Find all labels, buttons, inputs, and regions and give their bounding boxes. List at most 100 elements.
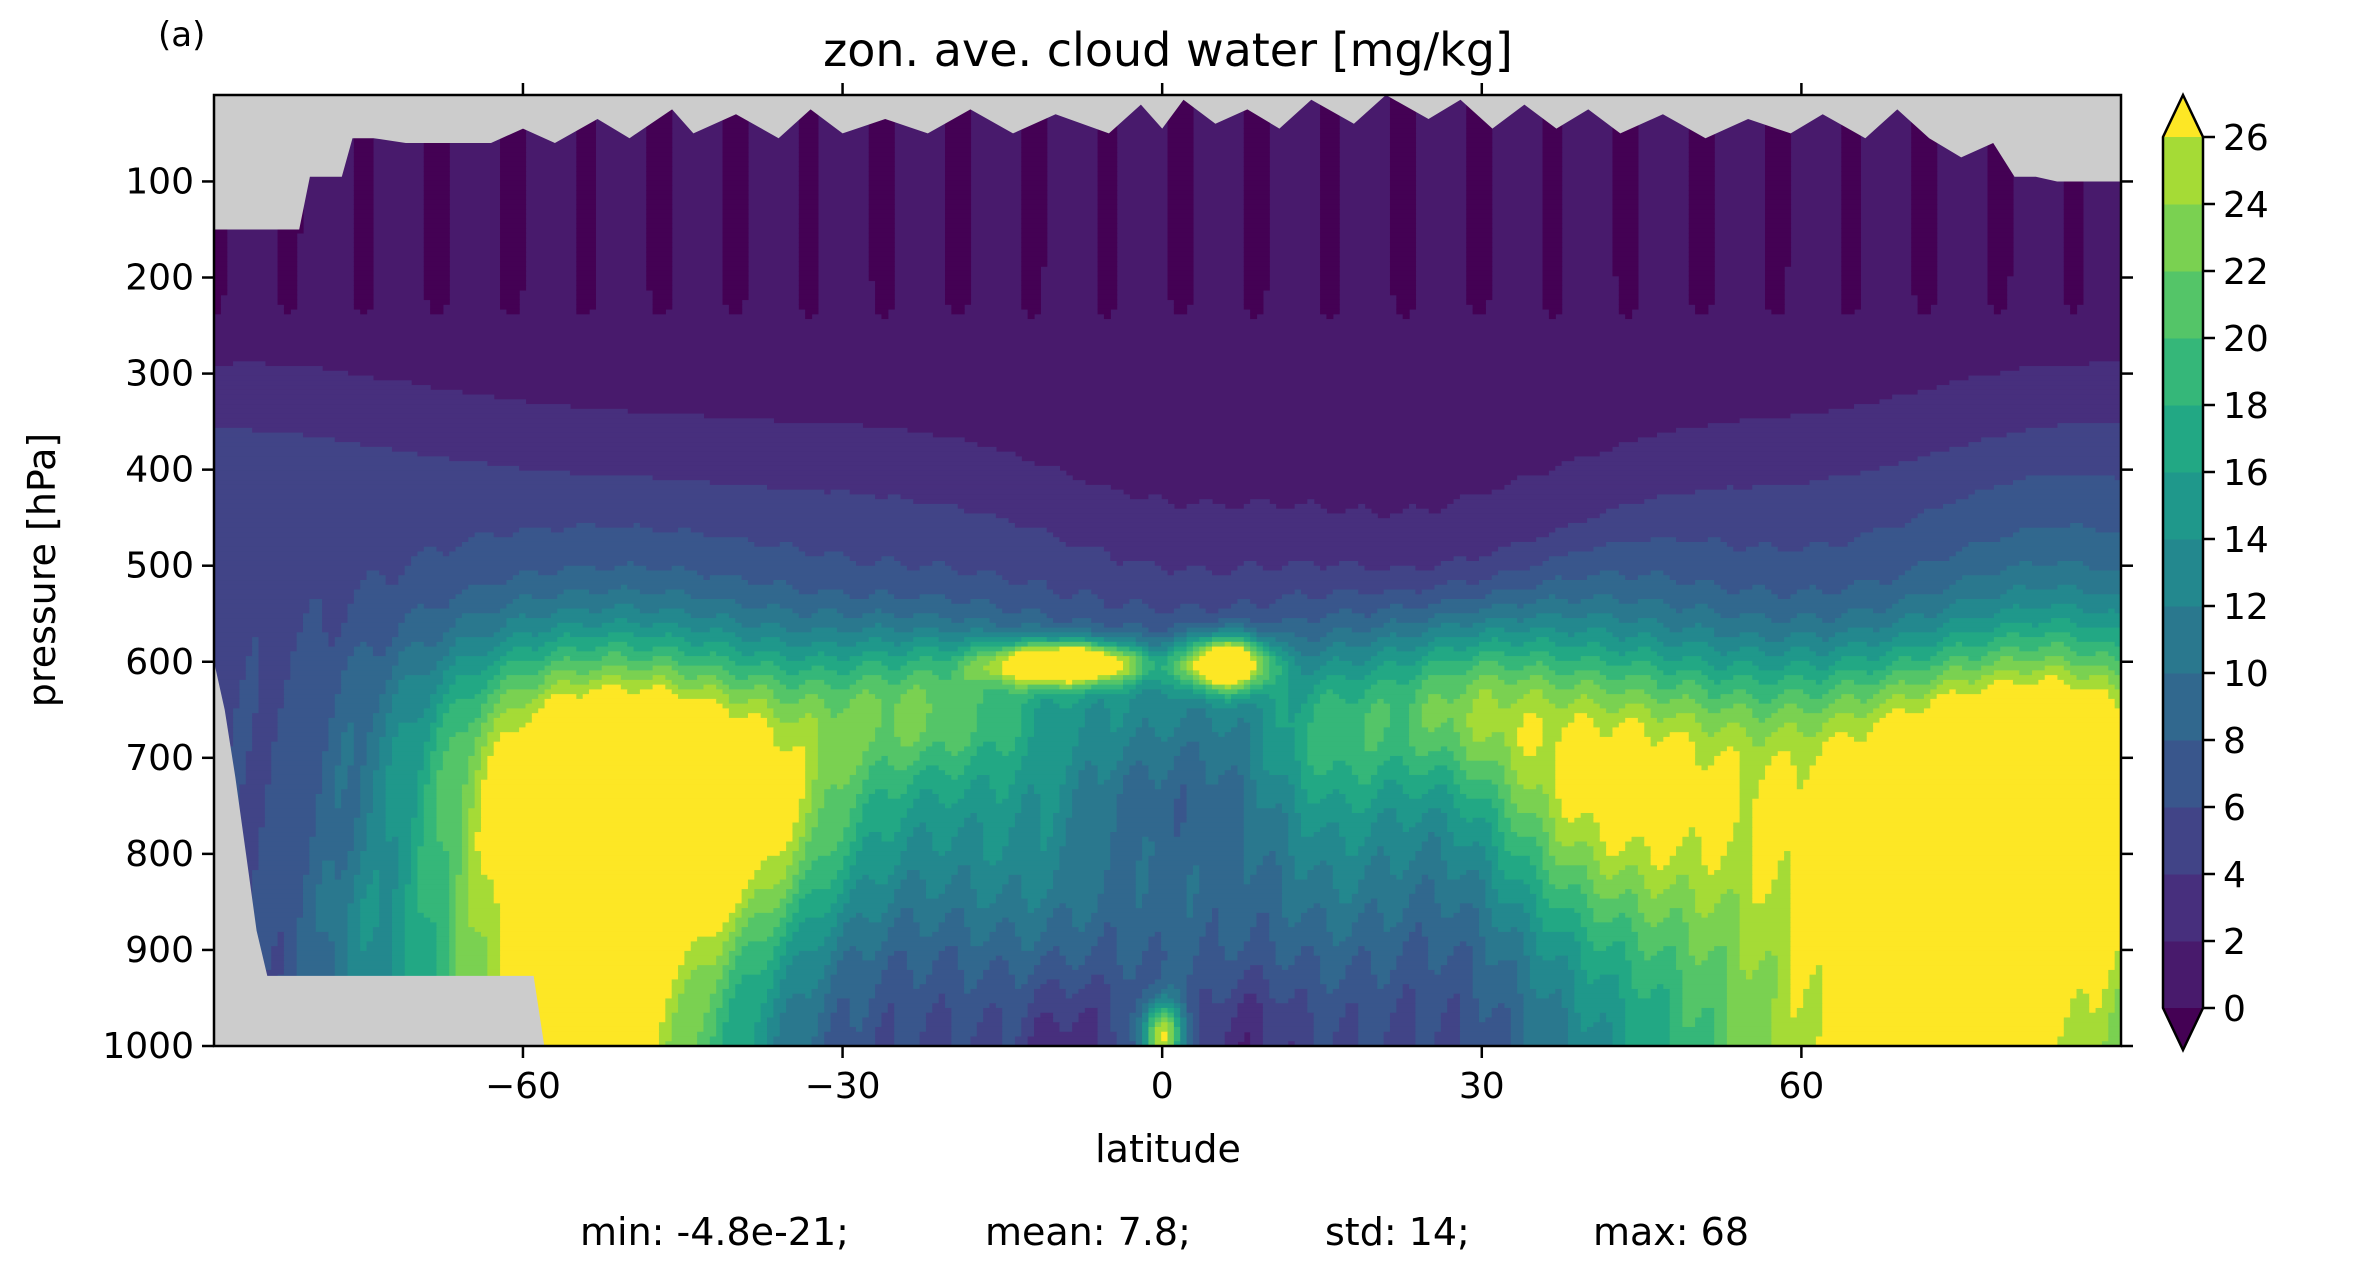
contour-cell [1307,793,1328,800]
contour-cell [1434,893,1486,900]
contour-cell [1021,717,1035,724]
contour-cell [862,874,870,881]
contour-cell [1599,727,1614,733]
contour-cell [391,675,406,681]
contour-cell [1021,180,1048,186]
contour-cell [1688,247,1715,253]
contour-cell [805,893,838,900]
contour-cell [1103,313,1111,320]
contour-cell [544,675,603,681]
contour-cell [798,865,813,871]
contour-cell [1021,646,1061,652]
contour-cell [353,204,374,210]
contour-cell [379,765,387,771]
contour-cell [1466,751,1512,757]
contour-cell [1307,741,1366,748]
contour-cell [1523,665,1550,671]
contour-cell [550,527,565,534]
contour-cell [1046,580,1448,586]
contour-cell [1739,613,1766,619]
contour-cell [252,427,908,434]
contour-cell [1504,870,1537,876]
contour-cell [1409,503,1417,510]
contour-cell [970,779,991,786]
contour-cell [1097,180,1118,186]
contour-cell [353,304,374,310]
contour-cell [951,774,959,781]
contour-cell [455,874,469,881]
contour-cell [951,846,984,852]
contour-cell [1968,541,2121,548]
contour-cell [347,656,399,662]
contour-cell [252,646,260,652]
contour-cell [1943,670,1995,676]
contour-cell [455,884,469,890]
contour-cell [468,817,482,824]
contour-cell [964,508,1328,515]
contour-cell [1815,632,1836,638]
contour-cell [214,594,355,600]
contour-cell [2032,622,2039,629]
contour-cell [830,884,844,890]
contour-cell [1555,765,1703,771]
contour-cell [1466,285,1493,291]
contour-cell [995,746,1016,752]
contour-cell [1021,152,1048,158]
contour-cell [557,637,685,643]
contour-cell [1466,746,1512,752]
contour-cell [1072,760,1086,767]
contour-cell [1281,665,1289,671]
contour-cell [722,256,749,263]
contour-cell [989,784,1010,790]
contour-cell [1415,565,1436,572]
contour-cell [372,713,387,719]
contour-cell [925,717,978,724]
contour-cell [1498,846,1506,852]
contour-cell [1103,779,1124,786]
contour-cell [309,836,355,843]
contour-cell [862,760,876,767]
contour-cell [531,594,558,600]
contour-cell [932,832,959,838]
contour-cell [1326,646,1385,652]
contour-cell [353,270,374,277]
contour-cell [1288,827,1302,833]
contour-cell [1046,893,1099,900]
contour-cell [1993,484,2121,491]
contour-cell [1103,703,1130,709]
contour-cell [1053,532,1550,538]
contour-cell [646,161,673,167]
contour-cell [214,299,221,305]
contour-cell [1548,851,1594,857]
contour-cell [1542,560,1919,567]
contour-cell [1612,874,1645,881]
contour-cell [493,689,507,695]
contour-cell [1021,190,1048,196]
contour-cell [1650,660,1709,667]
contour-cell [1841,275,1861,282]
contour-cell [1517,603,1525,610]
contour-cell [1491,827,1499,833]
contour-cell [1256,865,1283,871]
contour-cell [1822,637,1830,643]
contour-cell [2019,366,2121,372]
contour-cell [1733,822,1753,828]
contour-cell [1300,651,1321,657]
contour-cell [646,280,673,286]
contour-cell [1911,228,1938,234]
contour-cell [1555,703,1569,709]
contour-cell [798,128,819,134]
contour-cell [576,166,596,172]
contour-cell [1186,884,1200,890]
contour-cell [1548,470,1861,476]
contour-cell [1720,727,1747,733]
contour-cell [271,741,330,748]
contour-cell [423,256,450,263]
contour-cell [1008,874,1022,881]
contour-cell [1631,889,1652,895]
contour-cell [1644,499,1957,505]
contour-cell [1688,275,1715,282]
contour-cell [1243,209,1270,215]
contour-cell [1606,627,1671,633]
contour-cell [1765,185,1792,191]
